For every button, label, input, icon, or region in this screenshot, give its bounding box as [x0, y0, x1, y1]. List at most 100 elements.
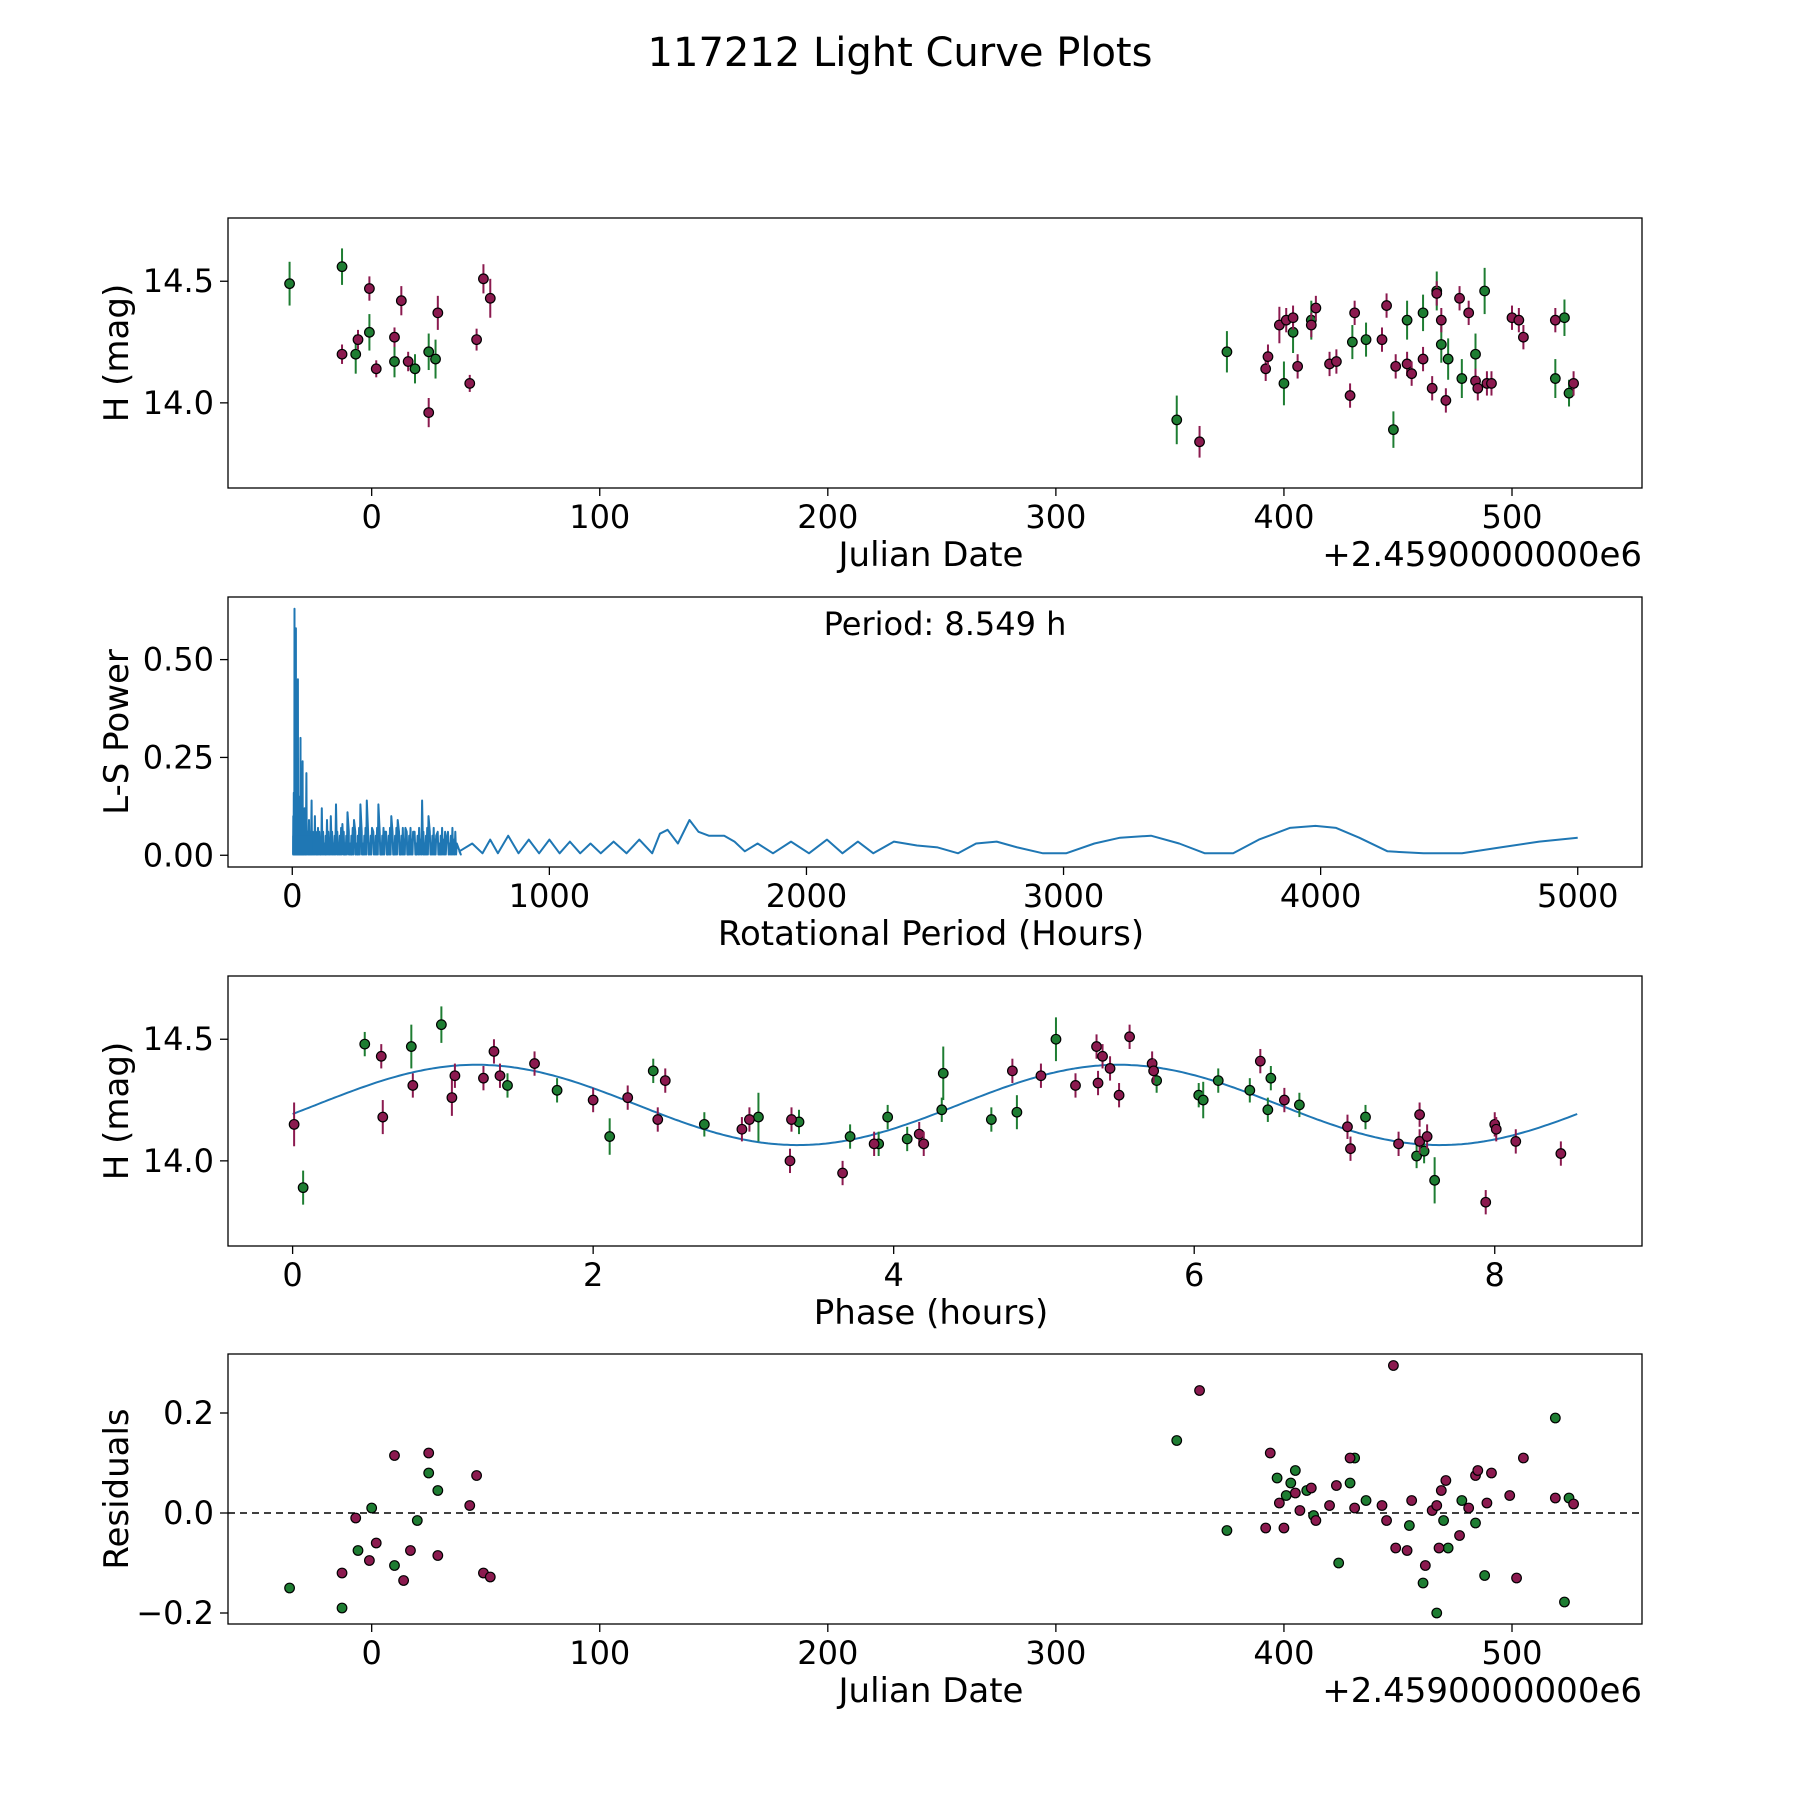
data-point [1440, 395, 1452, 406]
x-tick-label: 200 [797, 498, 858, 536]
data-point [471, 334, 482, 346]
data-point [432, 1550, 444, 1561]
data-point [389, 331, 400, 343]
residuals-panel: 0 100 200 300 400 500 −0.2 0.0 0.2 Julian Date Res… [97, 1353, 1643, 1711]
data-point [1480, 1196, 1492, 1208]
x-tick-label: 100 [569, 1634, 630, 1672]
data-point [1212, 1075, 1224, 1086]
data-point [1221, 346, 1233, 358]
data-point [1518, 1452, 1529, 1464]
data-point [1406, 1495, 1418, 1506]
data-point [1006, 1065, 1018, 1077]
data-point [1293, 1099, 1305, 1111]
data-point [1419, 1560, 1431, 1571]
data-point [1280, 1490, 1292, 1501]
data-point [1431, 288, 1443, 299]
data-point [370, 363, 382, 375]
data-point [364, 283, 375, 294]
y-tick-label: 14.0 [143, 384, 214, 422]
data-point [1310, 1515, 1322, 1526]
y-tick-label: 0.00 [143, 836, 214, 874]
data-point [1262, 1104, 1274, 1116]
y-axis-label: Residuals [97, 1408, 137, 1569]
data-point [1221, 1525, 1233, 1536]
data-point [551, 1084, 563, 1096]
data-point [423, 346, 435, 358]
data-point [1091, 1041, 1102, 1052]
x-tick-label: 200 [797, 1634, 858, 1672]
data-point [1330, 356, 1342, 367]
data-point [1333, 1557, 1345, 1569]
data-point [1124, 1031, 1135, 1043]
data-point [1454, 1530, 1465, 1541]
data-point [1305, 1482, 1317, 1494]
x-tick-label: 5000 [1537, 877, 1618, 915]
x-offset-label: +2.4590000000e6 [1322, 1671, 1642, 1711]
data-point [1463, 1502, 1475, 1514]
data-point [478, 273, 489, 285]
data-point [1273, 1497, 1285, 1509]
data-point [336, 1602, 348, 1614]
data-point [423, 407, 435, 418]
data-point [1376, 334, 1388, 346]
data-point [744, 1114, 755, 1125]
data-point [464, 378, 476, 389]
data-point [336, 348, 348, 360]
data-point [837, 1167, 848, 1179]
data-point [1504, 1490, 1516, 1501]
data-point [1278, 1094, 1290, 1106]
data-point [409, 363, 421, 375]
data-point [1390, 360, 1402, 372]
x-offset-label: +2.4590000000e6 [1322, 535, 1642, 575]
data-point [377, 1111, 389, 1123]
data-point [1287, 312, 1299, 324]
data-point [1440, 1475, 1452, 1486]
data-point [1463, 307, 1475, 319]
data-point [1414, 1109, 1426, 1121]
data-point [1376, 1500, 1388, 1511]
data-point [1559, 1596, 1570, 1608]
data-point [1479, 1570, 1491, 1581]
x-tick-label: 0 [282, 877, 302, 915]
data-point [389, 1560, 400, 1571]
data-point [736, 1123, 748, 1135]
x-tick-label: 4 [883, 1256, 903, 1294]
data-point [1433, 1542, 1445, 1554]
y-tick-label: 0.50 [143, 641, 214, 679]
data-point [1260, 363, 1272, 375]
data-point [1417, 353, 1429, 365]
data-point [464, 1500, 476, 1511]
data-point [1401, 1545, 1413, 1556]
data-point [1292, 360, 1304, 372]
data-point [1518, 331, 1529, 343]
data-point [1406, 368, 1418, 380]
y-tick-label: 0.0 [163, 1494, 214, 1532]
data-point [1305, 319, 1317, 331]
data-point [1442, 353, 1454, 365]
data-point [1344, 1452, 1356, 1464]
plot-area [292, 607, 1578, 856]
data-point [1510, 1136, 1522, 1147]
data-point [364, 1555, 375, 1566]
data-point [359, 1038, 371, 1050]
data-point [284, 1582, 295, 1594]
data-point [1435, 314, 1447, 326]
data-point [1390, 1542, 1402, 1554]
axes-frame [227, 217, 1643, 489]
data-point [1360, 334, 1372, 346]
x-tick-label: 400 [1253, 1634, 1314, 1672]
y-tick-label: 0.2 [163, 1394, 214, 1432]
data-point [1456, 373, 1468, 384]
y-tick-label: 14.0 [143, 1142, 214, 1180]
data-point [1486, 378, 1497, 389]
lightcurve-panel: 0 100 200 300 400 500 14.0 14.5 Julian Date H (ma… [97, 217, 1643, 575]
data-point [449, 1070, 461, 1082]
y-tick-label: −0.2 [136, 1594, 214, 1632]
x-axis-label: Phase (hours) [814, 1293, 1048, 1333]
y-axis-label: H (mag) [97, 1042, 137, 1180]
data-point [1454, 292, 1465, 304]
data-point [471, 1470, 482, 1481]
data-point [622, 1092, 634, 1104]
data-point [1344, 1477, 1356, 1489]
data-point [364, 326, 375, 338]
